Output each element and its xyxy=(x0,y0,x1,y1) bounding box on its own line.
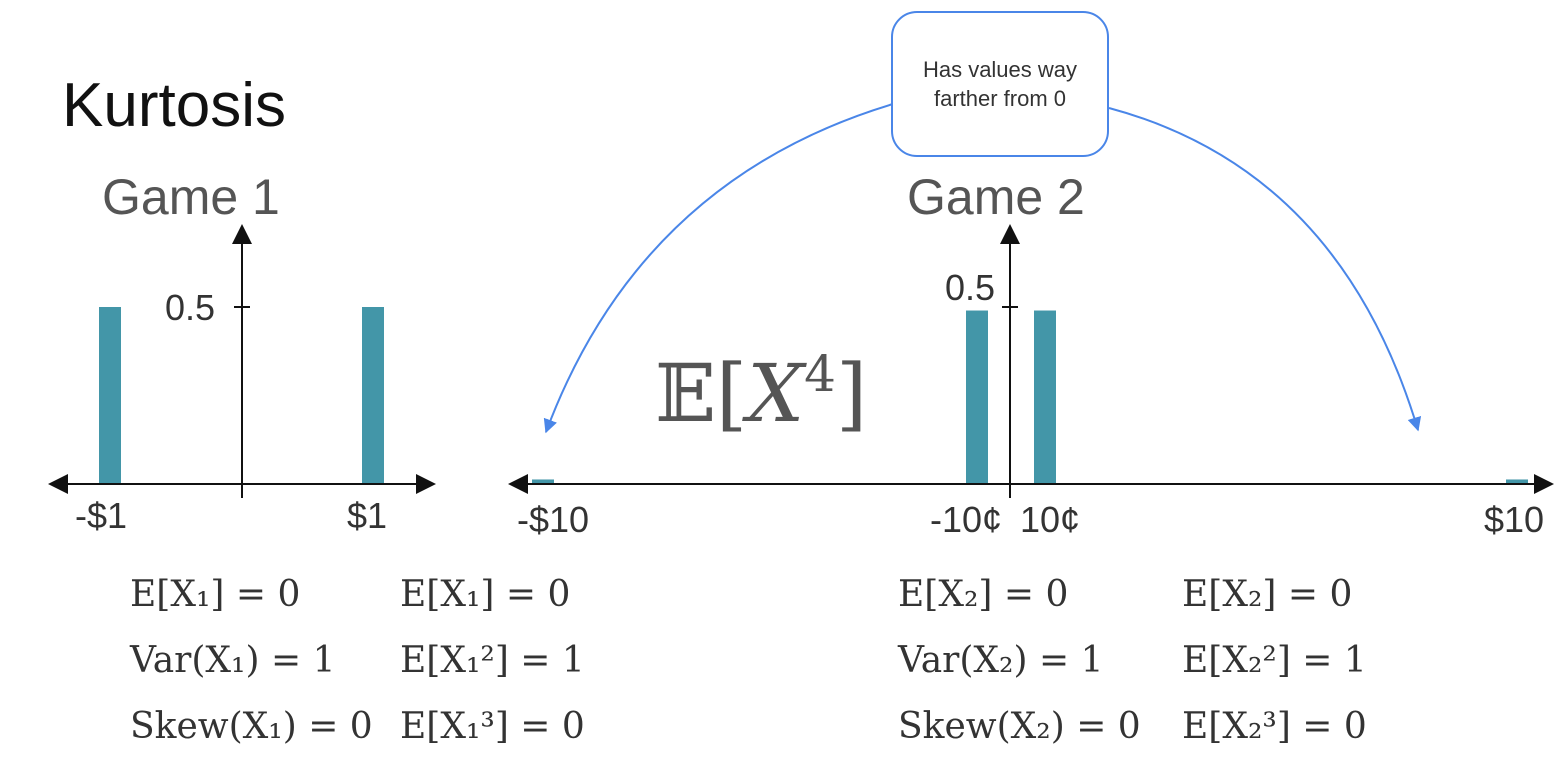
game2-moment-2: E[X₂²] = 1 xyxy=(1182,640,1367,681)
game1-title: Game 1 xyxy=(102,169,280,225)
game1-x-tick-label-pos: $1 xyxy=(347,495,387,536)
game2-moment-1: E[X₂] = 0 xyxy=(1182,574,1353,615)
fourth-moment-expression: 𝔼[X4] xyxy=(655,345,867,440)
game2-bar-4 xyxy=(1506,479,1528,483)
game1-moments: E[X₁] = 0 E[X₁²] = 1 E[X₁³] = 0 xyxy=(400,562,585,760)
callout-arrow-left xyxy=(543,103,894,434)
slide-title: Kurtosis xyxy=(62,71,286,140)
game1-bar-2 xyxy=(362,307,384,483)
game2-bar-3 xyxy=(1034,310,1056,483)
game2-bar-2 xyxy=(966,310,988,483)
game1-moment-2: E[X₁²] = 1 xyxy=(400,640,585,681)
game1-bars xyxy=(99,307,384,483)
expect-power: 4 xyxy=(804,345,836,403)
game2-x-tick-label-pos-ten: $10 xyxy=(1484,499,1544,540)
game1-mean: E[X₁] = 0 xyxy=(130,574,301,615)
game1-skew: Skew(X₁) = 0 xyxy=(130,706,373,747)
game2-stats: E[X₂] = 0 Var(X₂) = 1 Skew(X₂) = 0 xyxy=(898,562,1141,760)
game1-moment-1: E[X₁] = 0 xyxy=(400,574,571,615)
callout-text: Has values way farther from 0 xyxy=(922,57,1078,111)
game2-bar-1 xyxy=(532,479,554,483)
callout-box: Has values way farther from 0 xyxy=(891,11,1109,157)
game2-moment-3: E[X₂³] = 0 xyxy=(1182,706,1367,747)
expect-prefix: 𝔼[ xyxy=(655,347,748,440)
game2-x-tick-label-pos-cents: 10¢ xyxy=(1020,499,1080,540)
game2-variance: Var(X₂) = 1 xyxy=(898,640,1104,681)
game2-mean: E[X₂] = 0 xyxy=(898,574,1069,615)
game1-variance: Var(X₁) = 1 xyxy=(130,640,336,681)
game1-y-tick-label: 0.5 xyxy=(165,287,215,328)
game2-x-tick-label-neg-ten: -$10 xyxy=(517,499,589,540)
game2-y-tick-label: 0.5 xyxy=(945,267,995,308)
game1-bar-1 xyxy=(99,307,121,483)
expect-suffix: ] xyxy=(835,347,868,440)
game1-stats: E[X₁] = 0 Var(X₁) = 1 Skew(X₁) = 0 xyxy=(130,562,373,760)
callout-arrow-right xyxy=(1108,107,1422,432)
game2-title: Game 2 xyxy=(907,169,1085,225)
game2-x-tick-label-neg-cents: -10¢ xyxy=(930,499,1002,540)
expect-var: X xyxy=(747,347,805,440)
game2-skew: Skew(X₂) = 0 xyxy=(898,706,1141,747)
game1-moment-3: E[X₁³] = 0 xyxy=(400,706,585,747)
game2-moments: E[X₂] = 0 E[X₂²] = 1 E[X₂³] = 0 xyxy=(1182,562,1367,760)
game1-x-tick-label-neg: -$1 xyxy=(75,495,127,536)
game2-bars xyxy=(532,310,1528,483)
